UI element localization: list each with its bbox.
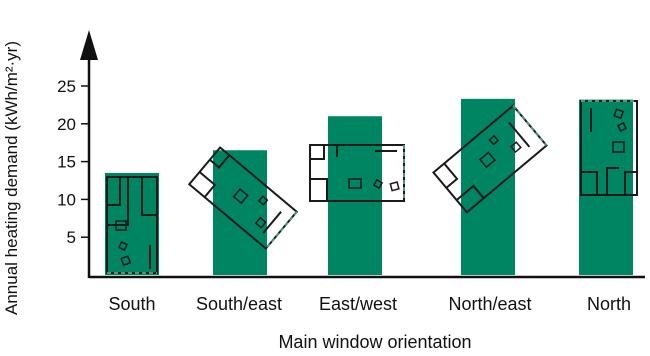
floor-plan-east-west-icon bbox=[309, 144, 405, 202]
y-tick-label: 10 bbox=[57, 190, 76, 209]
y-tick-label: 20 bbox=[57, 115, 76, 134]
y-tick-label: 5 bbox=[67, 228, 76, 247]
x-tick-label: South bbox=[108, 294, 155, 314]
floor-plan-group bbox=[106, 100, 638, 274]
floor-plan-south-icon bbox=[106, 176, 158, 274]
x-tick-group: South South/east East/west North/east North bbox=[108, 294, 631, 314]
bar-group bbox=[105, 98, 633, 276]
y-tick-group: 5 10 15 20 25 bbox=[57, 77, 89, 247]
x-tick-label: North/east bbox=[448, 294, 531, 314]
y-tick-label: 15 bbox=[57, 153, 76, 172]
y-axis-label: Annual heating demand (kWh/m²·yr) bbox=[2, 41, 21, 315]
floor-plan-north-icon bbox=[580, 100, 638, 196]
x-tick-label: North bbox=[587, 294, 631, 314]
floor-plan-north-east-icon bbox=[432, 104, 548, 214]
x-tick-label: South/east bbox=[196, 294, 282, 314]
floor-plan-south-east-icon bbox=[187, 146, 299, 250]
x-axis-label: Main window orientation bbox=[278, 332, 471, 352]
bar-south-east bbox=[213, 150, 267, 275]
axes bbox=[80, 30, 645, 279]
bar-north-east bbox=[461, 98, 515, 276]
bar-east-west bbox=[328, 116, 382, 276]
x-tick-label: East/west bbox=[319, 294, 397, 314]
y-axis-arrow-icon bbox=[80, 30, 98, 60]
y-tick-label: 25 bbox=[57, 77, 76, 96]
